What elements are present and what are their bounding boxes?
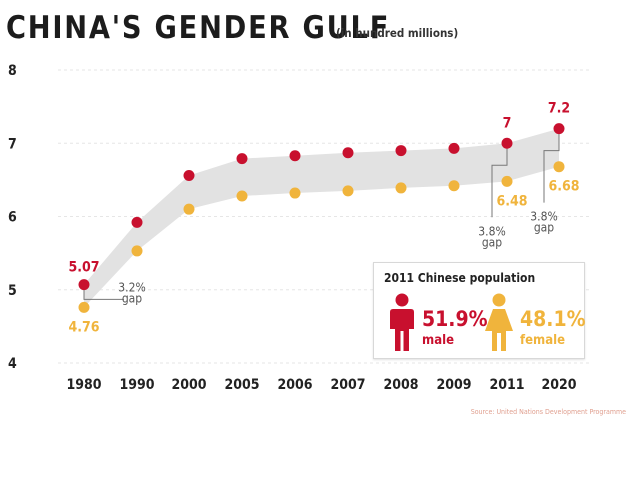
gap-word: gap bbox=[534, 221, 554, 235]
gap-band bbox=[84, 128, 559, 308]
male-point bbox=[131, 216, 143, 228]
gap-bracket bbox=[491, 145, 508, 218]
female-point bbox=[395, 182, 407, 194]
male-point bbox=[553, 123, 565, 135]
data-points bbox=[78, 123, 565, 313]
y-axis-ticks: 4 5 6 7 8 bbox=[8, 63, 17, 372]
female-point bbox=[501, 175, 513, 187]
male-person-icon bbox=[390, 293, 414, 351]
x-tick-label: 1980 bbox=[66, 377, 101, 393]
population-box: 2011 Chinese population 51.9% male 48.1%… bbox=[373, 262, 586, 359]
female-point bbox=[342, 185, 354, 197]
female-data-label: 4.76 bbox=[68, 319, 99, 335]
female-data-label: 6.48 bbox=[496, 193, 527, 209]
female-point bbox=[553, 161, 565, 173]
male-point bbox=[236, 153, 248, 165]
female-person-icon bbox=[485, 293, 513, 351]
x-axis-ticks: 1980 1990 2000 2005 2006 2007 2008 2009 2011 2020 bbox=[66, 377, 576, 393]
source-note: Source: United Nations Development Progr… bbox=[470, 408, 626, 416]
female-percent: 48.1% bbox=[520, 307, 586, 331]
female-point bbox=[183, 203, 195, 215]
male-point bbox=[448, 142, 460, 154]
chart-title: CHINA'S GENDER GULF bbox=[6, 10, 391, 46]
female-label: female bbox=[520, 333, 566, 348]
population-box-title: 2011 Chinese population bbox=[384, 271, 536, 285]
y-tick-label: 6 bbox=[8, 210, 17, 226]
x-tick-label: 2011 bbox=[489, 377, 524, 393]
male-label: male bbox=[422, 333, 455, 348]
x-tick-label: 2009 bbox=[436, 377, 471, 393]
male-point bbox=[501, 137, 513, 149]
y-tick-label: 4 bbox=[8, 356, 17, 372]
female-point bbox=[289, 187, 301, 199]
gap-bracket bbox=[543, 130, 560, 203]
gap-word: gap bbox=[122, 291, 142, 305]
female-point bbox=[78, 301, 90, 313]
male-data-label: 7.2 bbox=[548, 101, 570, 117]
gap-percent: 3.8% bbox=[478, 224, 505, 238]
male-data-label: 5.07 bbox=[68, 260, 99, 276]
gap-percent: 3.2% bbox=[118, 280, 145, 294]
y-tick-label: 5 bbox=[8, 283, 17, 299]
male-data-label: 7 bbox=[503, 115, 512, 131]
x-tick-label: 2006 bbox=[277, 377, 312, 393]
x-tick-label: 2007 bbox=[330, 377, 365, 393]
x-tick-label: 1990 bbox=[119, 377, 154, 393]
male-point bbox=[183, 169, 195, 181]
x-tick-label: 2005 bbox=[224, 377, 259, 393]
gap-percent: 3.8% bbox=[530, 210, 557, 224]
y-tick-label: 7 bbox=[8, 136, 17, 152]
male-percent: 51.9% bbox=[422, 307, 488, 331]
data-labels: 5.07 4.76 7 6.48 7.2 6.68 bbox=[68, 101, 579, 336]
male-point bbox=[342, 147, 354, 159]
x-tick-label: 2008 bbox=[383, 377, 418, 393]
female-point bbox=[236, 190, 248, 202]
x-tick-label: 2000 bbox=[171, 377, 206, 393]
male-point bbox=[395, 145, 407, 157]
y-tick-label: 8 bbox=[8, 63, 17, 79]
male-point bbox=[78, 279, 90, 291]
male-point bbox=[289, 150, 301, 162]
female-data-label: 6.68 bbox=[548, 179, 579, 195]
x-tick-label: 2020 bbox=[541, 377, 576, 393]
gap-word: gap bbox=[482, 235, 502, 249]
female-point bbox=[448, 180, 460, 192]
chart-subtitle: (in hundred millions) bbox=[336, 26, 459, 40]
female-point bbox=[131, 245, 143, 257]
